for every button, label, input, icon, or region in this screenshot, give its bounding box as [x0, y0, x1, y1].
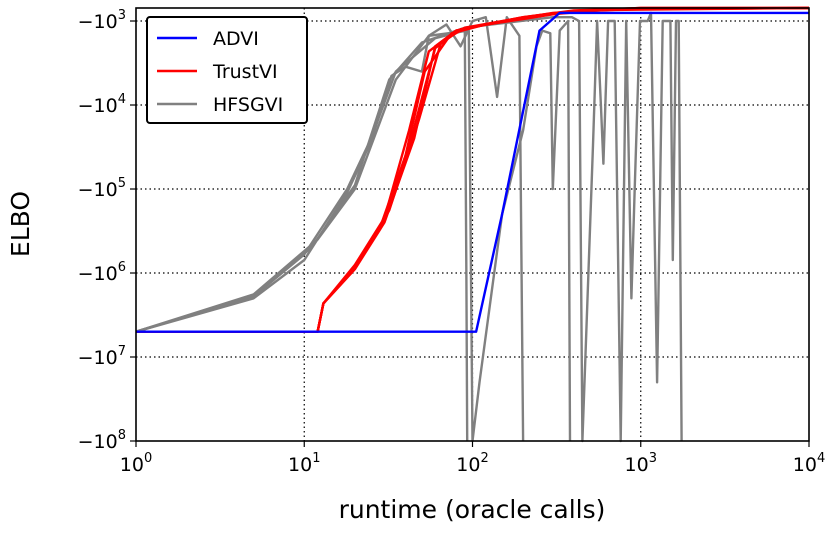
- hfsgvi-series-line: [135, 19, 572, 443]
- advi-series-line: [136, 11, 809, 333]
- x-tick-label: 102: [456, 451, 488, 476]
- y-axis-label: ELBO: [6, 191, 35, 257]
- x-tick-label: 104: [793, 451, 825, 476]
- x-axis-label: runtime (oracle calls): [339, 495, 606, 524]
- y-tick-label: −104: [78, 92, 126, 117]
- legend-frame: [146, 16, 308, 124]
- x-tick-label: 101: [288, 451, 320, 476]
- hfsgvi-series-line: [135, 11, 683, 443]
- advi-legend-label: ADVI: [213, 28, 259, 50]
- y-tick-label: −103: [78, 8, 126, 33]
- x-tick-label: 100: [120, 451, 152, 476]
- legend: ADVI TrustVI HFSGVI: [146, 16, 308, 124]
- y-tick-label: −107: [78, 344, 126, 369]
- trustvi-legend-label: TrustVI: [212, 61, 278, 83]
- y-tick-label: −106: [78, 260, 126, 285]
- x-tick-label: 103: [625, 451, 657, 476]
- y-tick-label: −108: [78, 428, 126, 453]
- y-tick-label: −105: [78, 176, 126, 201]
- series-lines: [135, 6, 810, 443]
- hfsgvi-legend-label: HFSGVI: [213, 94, 283, 116]
- axis-ticks: 100 101 102 103 104 −103 −104 −105 −106 −107 −108: [78, 8, 826, 476]
- trustvi-series-line: [136, 6, 810, 333]
